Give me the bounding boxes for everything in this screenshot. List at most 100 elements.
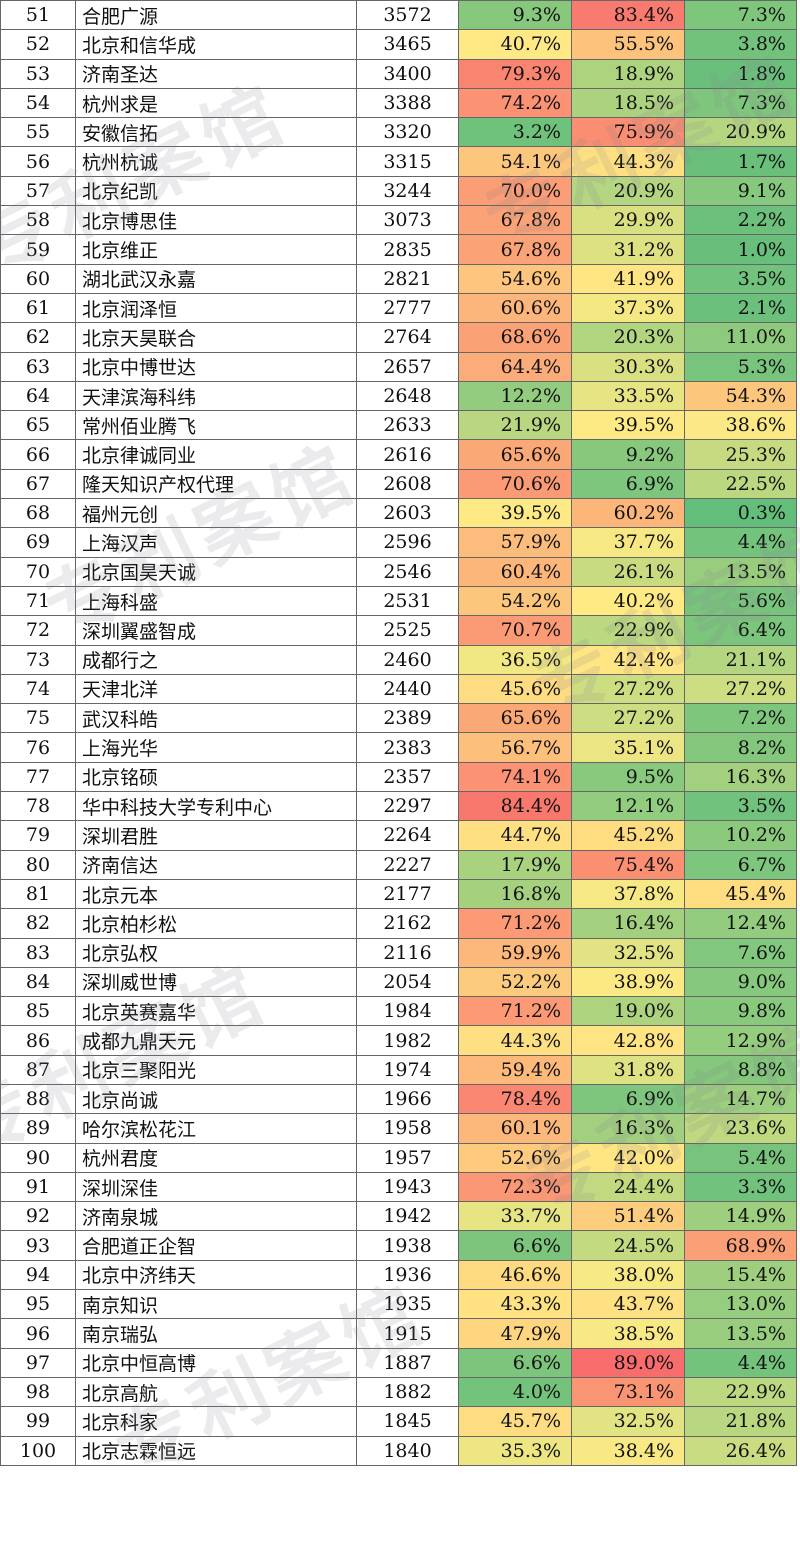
count-cell: 2546 [356, 556, 459, 587]
percent-cell-1: 65.6% [458, 703, 572, 734]
agency-name-cell: 济南圣达 [75, 58, 357, 89]
agency-name-cell: 北京国昊天诚 [75, 556, 357, 587]
count-cell: 1840 [356, 1435, 459, 1466]
agency-name-cell: 天津滨海科纬 [75, 380, 357, 412]
count-cell: 2821 [356, 263, 459, 294]
table-row: 87 北京三聚阳光 1974 59.4% 31.8% 8.8% [0, 1054, 797, 1085]
percent-cell-1: 33.7% [458, 1201, 572, 1232]
percent-cell-1: 35.3% [458, 1435, 572, 1466]
percent-cell-1: 12.2% [458, 380, 572, 412]
table-row: 53 济南圣达 3400 79.3% 18.9% 1.8% [0, 58, 797, 89]
count-cell: 2525 [356, 615, 459, 646]
rank-cell: 86 [0, 1025, 76, 1056]
count-cell: 2054 [356, 966, 459, 998]
percent-cell-2: 60.2% [571, 498, 685, 529]
percent-cell-2: 55.5% [571, 29, 685, 60]
percent-cell-1: 79.3% [458, 58, 572, 89]
percent-cell-1: 70.6% [458, 468, 572, 500]
agency-name-cell: 成都九鼎天元 [75, 1025, 357, 1056]
percent-cell-1: 71.2% [458, 908, 572, 939]
percent-cell-3: 8.8% [684, 1054, 797, 1085]
table-row: 85 北京英赛嘉华 1984 71.2% 19.0% 9.8% [0, 996, 797, 1027]
percent-cell-2: 39.5% [571, 410, 685, 441]
count-cell: 2835 [356, 234, 459, 265]
percent-cell-1: 84.4% [458, 791, 572, 822]
table-row: 69 上海汉声 2596 57.9% 37.7% 4.4% [0, 527, 797, 558]
agency-name-cell: 天津北洋 [75, 673, 357, 705]
percent-cell-2: 42.4% [571, 644, 685, 675]
percent-cell-3: 26.4% [684, 1435, 797, 1466]
rank-cell: 79 [0, 820, 76, 851]
agency-name-cell: 北京纪凯 [75, 175, 357, 207]
table-row: 62 北京天昊联合 2764 68.6% 20.3% 11.0% [0, 322, 797, 353]
table-row: 95 南京知识 1935 43.3% 43.7% 13.0% [0, 1289, 797, 1320]
percent-cell-1: 70.7% [458, 615, 572, 646]
table-row: 58 北京博思佳 3073 67.8% 29.9% 2.2% [0, 205, 797, 236]
count-cell: 1935 [356, 1289, 459, 1320]
rank-cell: 87 [0, 1054, 76, 1085]
percent-cell-3: 12.9% [684, 1025, 797, 1056]
rank-cell: 82 [0, 908, 76, 939]
rank-cell: 53 [0, 58, 76, 89]
agency-name-cell: 杭州君度 [75, 1142, 357, 1173]
percent-cell-1: 47.9% [458, 1318, 572, 1349]
percent-cell-2: 30.3% [571, 351, 685, 382]
percent-cell-1: 65.6% [458, 439, 572, 470]
rank-cell: 80 [0, 849, 76, 880]
percent-cell-2: 45.2% [571, 820, 685, 851]
count-cell: 1958 [356, 1113, 459, 1144]
agency-name-cell: 上海光华 [75, 732, 357, 763]
rank-cell: 62 [0, 322, 76, 353]
percent-cell-3: 9.1% [684, 175, 797, 207]
percent-cell-3: 6.4% [684, 615, 797, 646]
rank-cell: 65 [0, 410, 76, 441]
agency-name-cell: 上海科盛 [75, 585, 357, 617]
count-cell: 3320 [356, 117, 459, 148]
percent-cell-1: 9.3% [458, 0, 572, 31]
percent-cell-3: 11.0% [684, 322, 797, 353]
percent-cell-2: 27.2% [571, 703, 685, 734]
rank-cell: 75 [0, 703, 76, 734]
percent-cell-3: 12.4% [684, 908, 797, 939]
table-row: 56 杭州杭诚 3315 54.1% 44.3% 1.7% [0, 146, 797, 177]
agency-name-cell: 南京知识 [75, 1289, 357, 1320]
table-row: 91 深圳深佳 1943 72.3% 24.4% 3.3% [0, 1171, 797, 1203]
percent-cell-2: 24.4% [571, 1171, 685, 1203]
agency-name-cell: 北京高航 [75, 1376, 357, 1408]
percent-cell-3: 54.3% [684, 380, 797, 412]
rank-cell: 68 [0, 498, 76, 529]
table-row: 67 隆天知识产权代理 2608 70.6% 6.9% 22.5% [0, 468, 797, 500]
percent-cell-2: 18.9% [571, 58, 685, 89]
percent-cell-3: 38.6% [684, 410, 797, 441]
rank-cell: 55 [0, 117, 76, 148]
table-row: 90 杭州君度 1957 52.6% 42.0% 5.4% [0, 1142, 797, 1173]
agency-name-cell: 北京三聚阳光 [75, 1054, 357, 1085]
percent-cell-1: 6.6% [458, 1347, 572, 1378]
percent-cell-3: 5.4% [684, 1142, 797, 1173]
rank-cell: 69 [0, 527, 76, 558]
agency-name-cell: 深圳君胜 [75, 820, 357, 851]
percent-cell-2: 24.5% [571, 1230, 685, 1261]
percent-cell-2: 51.4% [571, 1201, 685, 1232]
rank-cell: 100 [0, 1435, 76, 1466]
percent-cell-2: 42.0% [571, 1142, 685, 1173]
percent-cell-1: 36.5% [458, 644, 572, 675]
count-cell: 2633 [356, 410, 459, 441]
percent-cell-1: 68.6% [458, 322, 572, 353]
table-row: 71 上海科盛 2531 54.2% 40.2% 5.6% [0, 585, 797, 617]
rank-cell: 52 [0, 29, 76, 60]
percent-cell-3: 22.9% [684, 1376, 797, 1408]
rank-cell: 95 [0, 1289, 76, 1320]
count-cell: 3315 [356, 146, 459, 177]
count-cell: 2616 [356, 439, 459, 470]
count-cell: 3400 [356, 58, 459, 89]
percent-cell-3: 9.0% [684, 966, 797, 998]
percent-cell-2: 16.4% [571, 908, 685, 939]
percent-cell-1: 78.4% [458, 1083, 572, 1115]
percent-cell-2: 6.9% [571, 468, 685, 500]
percent-cell-2: 42.8% [571, 1025, 685, 1056]
rank-cell: 98 [0, 1376, 76, 1408]
count-cell: 2227 [356, 849, 459, 880]
count-cell: 1938 [356, 1230, 459, 1261]
percent-cell-3: 13.0% [684, 1289, 797, 1320]
